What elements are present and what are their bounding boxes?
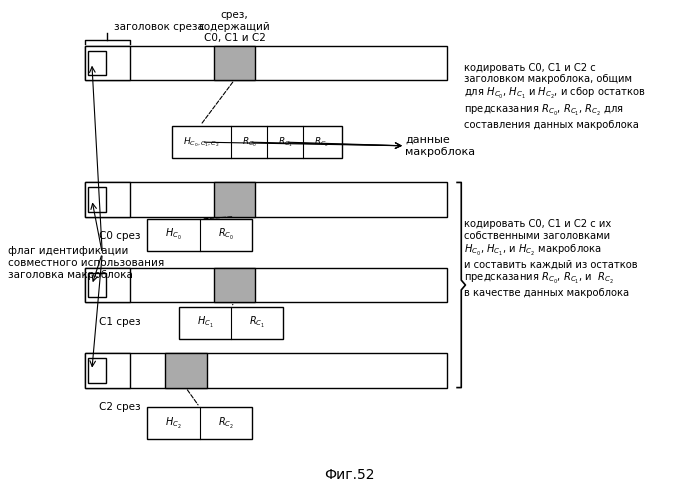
FancyBboxPatch shape: [88, 187, 106, 212]
FancyBboxPatch shape: [147, 219, 252, 251]
Text: кодировать С0, С1 и С2 с их
собственными заголовками
$H_{C_0}$, $H_{C_1}$, и $H_: кодировать С0, С1 и С2 с их собственными…: [464, 219, 637, 298]
Text: данные
макроблока: данные макроблока: [405, 135, 475, 157]
Text: C2 срез: C2 срез: [99, 402, 140, 412]
FancyBboxPatch shape: [214, 268, 255, 302]
Text: $H_{C_2}$: $H_{C_2}$: [165, 415, 182, 431]
FancyBboxPatch shape: [214, 45, 255, 80]
FancyBboxPatch shape: [88, 50, 106, 75]
Text: кодировать С0, С1 и С2 с
заголовком макроблока, общим
для $H_{C_0}$, $H_{C_1}$ и: кодировать С0, С1 и С2 с заголовком макр…: [464, 63, 646, 130]
Text: $R_{C_1}$: $R_{C_1}$: [249, 315, 265, 330]
Text: $R_{C_2}$: $R_{C_2}$: [314, 135, 329, 149]
Text: Фиг.52: Фиг.52: [324, 468, 375, 482]
Text: $H_{C_0}$: $H_{C_0}$: [165, 227, 182, 243]
FancyBboxPatch shape: [85, 353, 130, 388]
FancyBboxPatch shape: [147, 407, 252, 439]
FancyBboxPatch shape: [85, 182, 447, 217]
Text: заголовок среза: заголовок среза: [115, 23, 204, 33]
FancyBboxPatch shape: [85, 45, 130, 80]
FancyBboxPatch shape: [88, 273, 106, 297]
Text: C0 срез: C0 срез: [99, 231, 140, 241]
Text: $R_{C_0}$: $R_{C_0}$: [217, 227, 234, 243]
Text: C1 срез: C1 срез: [99, 317, 140, 327]
FancyBboxPatch shape: [165, 353, 207, 388]
FancyBboxPatch shape: [85, 353, 447, 388]
Text: $R_{C_2}$: $R_{C_2}$: [217, 415, 233, 431]
FancyBboxPatch shape: [88, 358, 106, 383]
Text: $R_{C_0}$: $R_{C_0}$: [242, 135, 257, 149]
FancyBboxPatch shape: [172, 126, 343, 158]
FancyBboxPatch shape: [85, 268, 130, 302]
FancyBboxPatch shape: [179, 307, 283, 339]
Text: флаг идентификации
совместного использования
заголовка макроблока: флаг идентификации совместного использов…: [8, 247, 164, 280]
FancyBboxPatch shape: [85, 45, 447, 80]
FancyBboxPatch shape: [85, 182, 130, 217]
Text: $H_{C_1}$: $H_{C_1}$: [196, 315, 213, 330]
FancyBboxPatch shape: [214, 182, 255, 217]
FancyBboxPatch shape: [85, 268, 447, 302]
Text: срез,
содержащий
С0, С1 и С2: срез, содержащий С0, С1 и С2: [199, 10, 271, 43]
Text: $R_{C_1}$: $R_{C_1}$: [278, 135, 293, 149]
Text: $H_{C_0,C_1,C_2}$: $H_{C_0,C_1,C_2}$: [183, 135, 219, 149]
